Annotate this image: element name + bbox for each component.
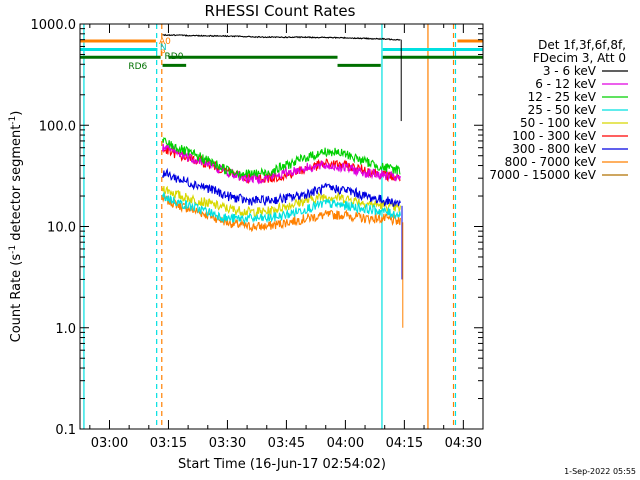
legend-entry-label: 7000 - 15000 keV <box>489 168 596 182</box>
y-tick-label: 1000.0 <box>31 18 77 33</box>
y-label-superscript: -1 <box>8 245 18 254</box>
x-tick-label: 03:30 <box>209 436 246 451</box>
y-tick-label: 0.1 <box>55 423 76 438</box>
series-line-50-to-100kev <box>162 185 401 218</box>
legend-entry-label: 25 - 50 keV <box>528 103 597 117</box>
x-tick-label: 03:15 <box>150 436 187 451</box>
series-lines <box>162 33 404 328</box>
state-label-n: N <box>160 43 167 53</box>
series-line-300-to-800kev <box>162 167 401 207</box>
x-tick-label: 04:15 <box>386 436 423 451</box>
legend-entry-label: 6 - 12 keV <box>535 77 597 91</box>
legend-header-line: FDecim 3, Att 0 <box>533 51 626 65</box>
series-line-25-to-50kev <box>162 192 401 225</box>
x-tick-label: 03:00 <box>91 436 128 451</box>
y-tick-label: 10.0 <box>47 221 76 236</box>
x-tick-label: 04:00 <box>327 436 364 451</box>
y-label-text: ) <box>9 111 24 116</box>
vertical-markers <box>83 24 457 429</box>
date-stamp: 1-Sep-2022 05:55 <box>564 467 636 476</box>
legend-entry-label: 800 - 7000 keV <box>505 155 597 169</box>
legend: Det 1f,3f,6f,8f,FDecim 3, Att 03 - 6 keV… <box>489 38 628 182</box>
series-line-12-to-25kev <box>162 137 401 179</box>
legend-entry-label: 100 - 300 keV <box>512 129 596 143</box>
y-label-superscript: -1 <box>8 116 18 125</box>
legend-entry-label: 12 - 25 keV <box>528 90 597 104</box>
series-line-800-to-7000kev <box>162 194 401 233</box>
state-label-rd6: RD6 <box>128 62 147 72</box>
y-tick-label: 1.0 <box>55 322 76 337</box>
legend-entry-label: 3 - 6 keV <box>543 64 597 78</box>
state-label-a0: A0 <box>159 37 171 47</box>
state-label-p: P <box>160 49 166 59</box>
legend-entry-label: 300 - 800 keV <box>512 142 596 156</box>
y-label-text: Count Rate (s <box>9 254 24 343</box>
y-tick-label: 100.0 <box>39 119 76 134</box>
legend-entry-label: 50 - 100 keV <box>520 116 597 130</box>
x-axis-label: Start Time (16-Jun-17 02:54:02) <box>178 457 386 472</box>
state-label-rd0: RD0 <box>165 52 184 62</box>
x-tick-label: 04:30 <box>445 436 482 451</box>
y-axis-label: Count Rate (s-1 detector segment-1) <box>8 111 24 343</box>
y-label-text: detector segment <box>9 125 24 245</box>
chart-title: RHESSI Count Rates <box>205 2 356 20</box>
x-tick-label: 03:45 <box>268 436 305 451</box>
x-axis: 03:00 03:15 03:30 03:45 04:00 04:15 04:30 <box>89 24 484 451</box>
series-line-3-to-6kev <box>162 33 401 41</box>
y-axis: 0.1 1.0 10.0 100.0 1000.0 <box>31 18 483 438</box>
legend-header-line: Det 1f,3f,6f,8f, <box>538 38 626 52</box>
